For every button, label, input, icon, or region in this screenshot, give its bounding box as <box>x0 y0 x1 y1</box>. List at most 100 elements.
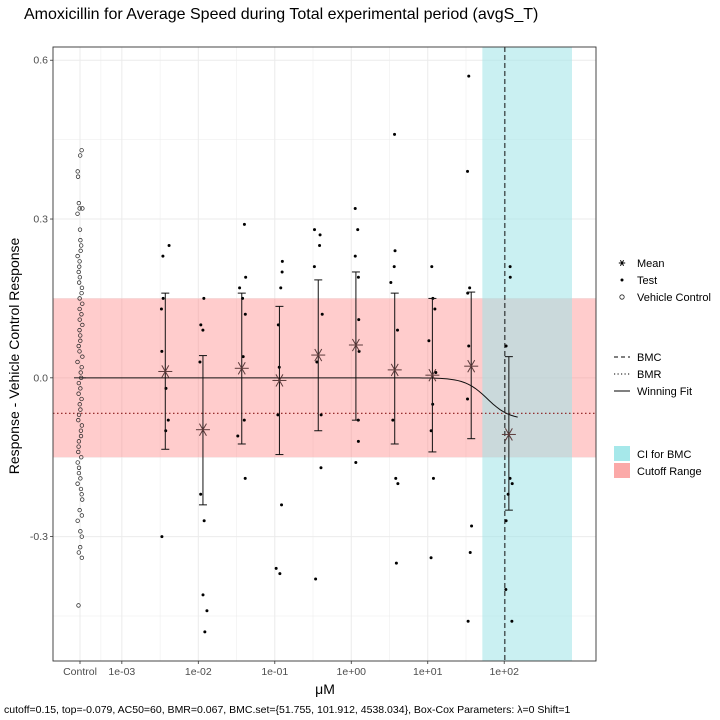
test-point <box>243 476 247 480</box>
test-point <box>276 413 280 417</box>
mean-asterisk <box>272 374 287 387</box>
mean-marker <box>425 297 440 453</box>
mean-asterisk <box>234 361 249 375</box>
mean-marker <box>464 291 479 440</box>
test-point <box>161 296 165 300</box>
legend-label: Vehicle Control <box>637 292 711 304</box>
axes: -0.3 0.0 0.3 0.6 Control 1e-03 1e-02 1e-01 1e+00… <box>30 55 519 678</box>
x-tick-label: 1e+02 <box>489 666 519 678</box>
vehicle-control-point <box>78 338 83 343</box>
vehicle-control-point <box>76 418 81 423</box>
winning-fit-curve <box>80 377 518 418</box>
mean-marker <box>234 292 249 445</box>
test-point <box>318 233 322 237</box>
legend-key-mean <box>618 259 626 267</box>
mean-asterisk <box>311 348 326 362</box>
vehicle-control-point <box>76 200 81 206</box>
vehicle-control-point <box>79 243 84 248</box>
legend-label: BMR <box>637 369 662 381</box>
test-point <box>243 312 247 316</box>
vehicle-control-point <box>75 460 80 465</box>
test-point <box>274 566 278 570</box>
test-point <box>319 466 323 470</box>
vehicle-control-point <box>78 153 83 158</box>
vehicle-control-point <box>77 349 82 354</box>
test-point <box>508 265 512 269</box>
test-point <box>356 228 360 232</box>
mean-marker <box>311 279 326 432</box>
test-point <box>202 519 206 523</box>
test-point <box>199 492 203 496</box>
vehicle-control-point <box>76 470 82 476</box>
test-point <box>280 259 284 263</box>
mean-asterisk-stroke <box>351 338 360 352</box>
mean-asterisk-stroke <box>390 363 399 377</box>
test-point <box>201 328 205 332</box>
vehicle-control-point <box>76 439 82 444</box>
test-point <box>433 307 437 311</box>
ci-for-bmc-band <box>482 47 572 661</box>
mean-asterisk <box>387 363 402 377</box>
test-point <box>353 206 357 210</box>
legend-label: Winning Fit <box>637 386 692 398</box>
test-point <box>389 281 393 285</box>
legend-key-vehicle-control <box>619 294 625 300</box>
vehicle-control-point <box>78 545 83 550</box>
vehicle-control-point <box>75 481 80 486</box>
vehicle-control-point <box>76 343 81 349</box>
vehicle-control-point <box>79 492 84 497</box>
mean-asterisk <box>195 423 210 437</box>
x-tick-label: 1e-03 <box>108 666 135 678</box>
mean-asterisk <box>425 368 440 382</box>
vehicle-control-point <box>78 529 83 534</box>
test-point <box>201 593 205 597</box>
test-point <box>466 619 470 623</box>
test-point <box>278 572 282 576</box>
vehicle-control-point <box>76 449 81 455</box>
x-tick-label: 1e-01 <box>261 666 288 678</box>
vehicle-control-point <box>75 359 80 365</box>
vehicle-control-point <box>79 423 85 428</box>
test-point <box>315 360 319 364</box>
test-point <box>394 561 398 565</box>
vehicle-control-point <box>79 396 84 402</box>
mean-asterisk <box>348 338 363 352</box>
legend-label: BMC <box>637 352 662 364</box>
mean-marker <box>195 355 210 506</box>
vehicle-control-point <box>80 301 85 306</box>
test-point <box>312 265 316 269</box>
test-point <box>159 307 163 311</box>
test-point <box>161 254 165 258</box>
vehicle-control-point <box>79 148 84 153</box>
mean-asterisk-stroke <box>467 359 476 373</box>
mean-asterisk-stroke <box>275 374 284 387</box>
legend: Mean Test Vehicle Control BMC BMR Winning Fit… <box>614 258 711 478</box>
legend-key-ci-for-bmc <box>614 446 630 461</box>
test-point <box>205 609 209 613</box>
vehicle-control-point <box>79 555 84 560</box>
test-point <box>466 169 470 173</box>
test-point <box>504 588 508 592</box>
test-point <box>468 286 472 290</box>
mean-asterisk-stroke <box>504 428 513 441</box>
test-point <box>356 439 360 443</box>
vehicle-control-point <box>79 285 85 290</box>
test-point <box>242 222 246 226</box>
mean-marker <box>387 292 402 445</box>
mean-asterisk-stroke <box>161 365 170 378</box>
vehicle-control-point <box>76 444 81 449</box>
vehicle-control-point <box>75 253 80 259</box>
test-point <box>160 535 164 539</box>
y-axis-title: Response - Vehicle Control Response <box>6 237 22 474</box>
mean-asterisk-stroke <box>237 361 246 375</box>
reference-lines <box>53 47 596 661</box>
vehicle-control-point <box>77 328 82 333</box>
test-point <box>279 286 283 290</box>
mean-marker <box>158 292 173 450</box>
vehicle-control-point <box>80 497 85 502</box>
y-tick-label: -0.3 <box>30 531 48 543</box>
mean-marker <box>348 271 363 421</box>
mean-marker <box>272 305 287 456</box>
test-point <box>166 418 170 422</box>
